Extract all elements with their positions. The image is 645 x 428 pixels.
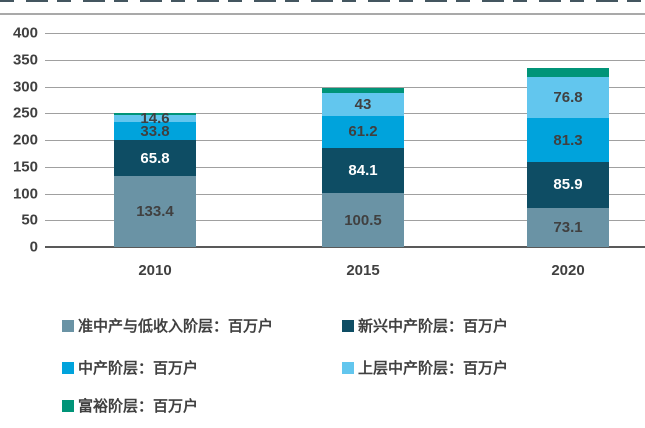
bar-segment — [322, 88, 404, 93]
bar-segment — [114, 113, 196, 115]
legend-label: 准中产与低收入阶层：百万户 — [78, 317, 274, 335]
horizontal-divider — [0, 13, 645, 15]
bar-segment: 84.1 — [322, 148, 404, 194]
y-tick-label: 0 — [29, 238, 38, 256]
y-tick-label: 300 — [12, 78, 38, 95]
legend-swatch-icon — [342, 320, 354, 332]
bar-segment: 133.4 — [114, 175, 196, 247]
bar-segment: 85.9 — [527, 161, 609, 208]
legend-label: 上层中产阶层：百万户 — [358, 359, 509, 377]
bar-segment: 76.8 — [527, 77, 609, 119]
plot-area: 133.4 65.8 33.8 14.6 100.5 84.1 61.2 43 73.1 85.9… — [45, 33, 645, 248]
bar-value-label: 14.6 — [140, 109, 170, 127]
bar-value-label: 81.3 — [553, 131, 583, 149]
legend-swatch-icon — [62, 362, 74, 374]
bar-value-label: 65.8 — [140, 149, 170, 167]
legend-label: 富裕阶层：百万户 — [78, 397, 199, 415]
y-tick-label: 350 — [12, 51, 38, 69]
bar-value-label: 133.4 — [136, 202, 174, 220]
bar-value-label: 61.2 — [348, 123, 378, 141]
legend-item: 富裕阶层：百万户 — [62, 398, 198, 414]
bar-value-label: 85.9 — [553, 176, 583, 194]
bar-segment: 43 — [322, 92, 404, 116]
bar-value-label: 33.8 — [140, 122, 170, 140]
legend-swatch-icon — [342, 362, 354, 374]
x-tick-label: 2010 — [138, 262, 172, 279]
legend-item: 上层中产阶层：百万户 — [342, 360, 508, 376]
y-tick-label: 200 — [12, 131, 38, 149]
x-tick-label: 2015 — [346, 262, 380, 279]
bar-2010: 133.4 65.8 33.8 14.6 — [114, 33, 196, 247]
bar-segment: 73.1 — [527, 207, 609, 247]
bar-segment: 81.3 — [527, 118, 609, 162]
y-tick-label: 400 — [12, 24, 38, 42]
y-tick-label: 250 — [12, 104, 38, 122]
gridline — [45, 33, 645, 34]
bar-segment: 14.6 — [114, 111, 196, 126]
cropped-title-strip — [0, 0, 645, 2]
bar-2015: 100.5 84.1 61.2 43 — [322, 33, 404, 247]
bar-segment: 100.5 — [322, 193, 404, 247]
y-tick-label: 50 — [21, 211, 38, 229]
x-axis-line — [45, 246, 645, 248]
y-tick-label: 150 — [12, 158, 38, 176]
bar-value-label: 73.1 — [553, 218, 583, 236]
bar-value-label: 84.1 — [348, 162, 378, 180]
legend-item: 新兴中产阶层：百万户 — [342, 318, 508, 334]
legend-label: 新兴中产阶层：百万户 — [358, 317, 509, 335]
legend-item: 准中产与低收入阶层：百万户 — [62, 318, 273, 334]
legend-item: 中产阶层：百万户 — [62, 360, 198, 376]
legend-label: 中产阶层：百万户 — [78, 359, 199, 377]
legend-swatch-icon — [62, 400, 74, 412]
bar-segment — [527, 68, 609, 78]
y-tick-label: 100 — [12, 185, 38, 202]
bar-value-label: 100.5 — [344, 211, 382, 229]
bar-value-label: 43 — [354, 95, 372, 113]
bar-value-label: 76.8 — [553, 89, 583, 107]
gridline — [45, 86, 645, 88]
bar-segment: 33.8 — [114, 122, 196, 141]
bar-segment: 61.2 — [322, 115, 404, 149]
bar-segment: 65.8 — [114, 140, 196, 176]
legend-swatch-icon — [62, 320, 74, 332]
x-tick-label: 2020 — [551, 262, 585, 279]
gridline — [45, 59, 645, 61]
bar-2020: 73.1 85.9 81.3 76.8 — [527, 33, 609, 247]
